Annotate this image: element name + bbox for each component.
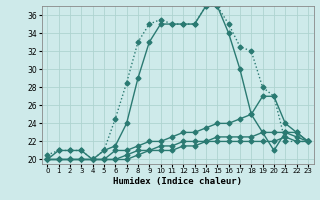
- X-axis label: Humidex (Indice chaleur): Humidex (Indice chaleur): [113, 177, 242, 186]
